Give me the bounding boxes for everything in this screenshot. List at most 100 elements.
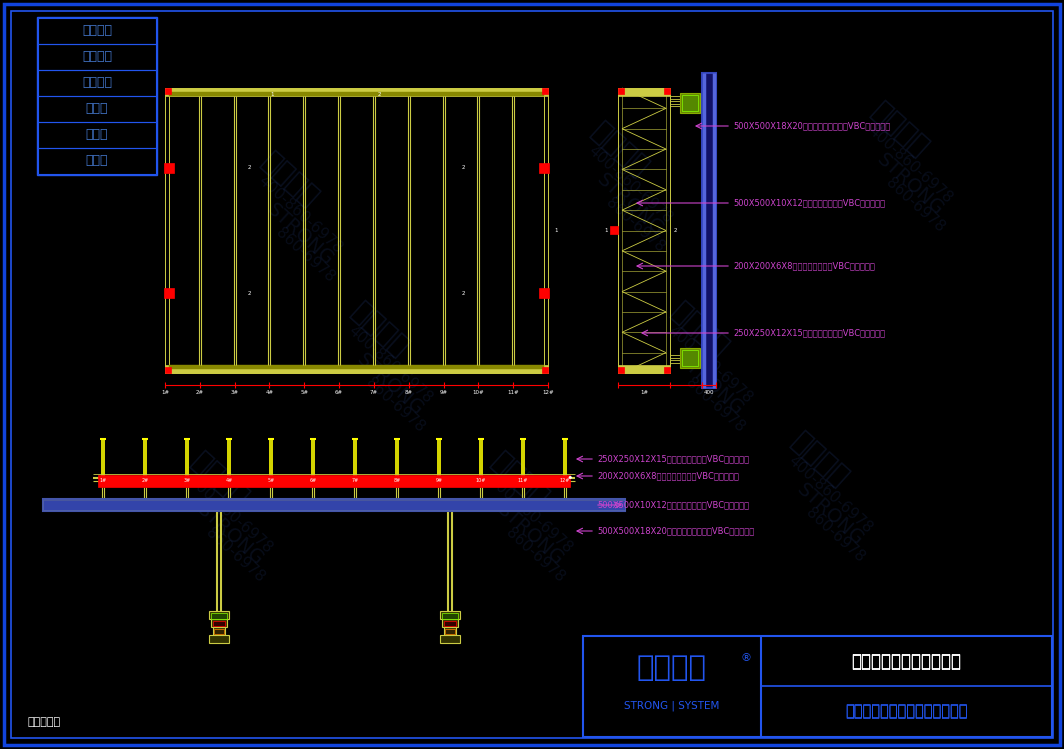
Text: 大跨度: 大跨度 [86,103,109,115]
Text: 5#: 5# [300,390,309,395]
Text: 400-860-6978: 400-860-6978 [485,473,575,557]
Text: STRONG: STRONG [353,351,427,419]
Bar [444,621,455,626]
Bar [37,17,157,175]
Text: 860-6978: 860-6978 [603,195,667,255]
Text: 1#: 1# [99,479,106,484]
Text: 5#: 5# [267,479,275,484]
Text: 200X200X6X8十型精制锂型材（VBC航天涂层）: 200X200X6X8十型精制锂型材（VBC航天涂层） [733,261,875,270]
Text: 2: 2 [248,291,251,296]
Bar [165,88,548,373]
Bar [209,611,229,619]
Text: 860-6978: 860-6978 [802,505,867,565]
Text: 500X500X18X20内十型精制锂型材（VBC航天涂层）: 500X500X18X20内十型精制锂型材（VBC航天涂层） [733,121,891,130]
Bar [664,367,670,373]
Text: 250X250X12X15十型精制锂型材（VBC航天涂层）: 250X250X12X15十型精制锂型材（VBC航天涂层） [597,455,749,464]
Text: 2: 2 [248,166,251,170]
Bar [169,92,544,96]
Text: 1#: 1# [639,390,648,395]
Text: 1: 1 [270,91,275,97]
Bar [165,88,548,96]
Bar [211,619,227,627]
Text: 2: 2 [462,166,465,170]
Bar [542,88,548,94]
Text: 860-6978: 860-6978 [272,225,337,285]
Bar [680,348,700,368]
Text: STRONG: STRONG [793,480,867,550]
Text: STRONG: STRONG [672,351,747,419]
Text: 江苏石化基地精制锂雨棚: 江苏石化基地精制锂雨棚 [851,653,961,671]
Text: 500X500X10X12十型精制锂型材（VBC航天涂层）: 500X500X10X12十型精制锂型材（VBC航天涂层） [733,198,885,207]
Text: 9#: 9# [439,390,448,395]
Text: 2: 2 [462,291,465,296]
Bar [164,163,174,173]
Bar [664,88,670,94]
Bar [213,627,225,635]
Bar [610,226,618,234]
Bar [682,350,698,366]
Text: 400-860-6978: 400-860-6978 [585,143,675,227]
Text: 860-6978: 860-6978 [363,375,428,435]
Text: 西创系统: 西创系统 [486,447,554,512]
Bar [38,122,156,148]
Text: 7#: 7# [370,390,378,395]
Text: 1: 1 [554,228,558,233]
Text: 2: 2 [674,228,677,232]
Text: 400: 400 [703,390,714,395]
Bar [209,635,229,643]
Bar [38,96,156,122]
Text: STRONG: STRONG [872,151,947,219]
Text: ®: ® [741,653,751,663]
Text: 1: 1 [604,228,608,232]
Text: 西创系统: 西创系统 [786,428,854,493]
Bar [442,619,458,627]
Text: 西创系统: 西创系统 [186,447,254,512]
Text: 4#: 4# [226,479,233,484]
Bar [622,88,666,373]
Bar [618,367,624,373]
Text: 860-6978: 860-6978 [503,525,567,585]
Bar [439,611,460,619]
Text: 西创金属科技（江苏）有限公司: 西创金属科技（江苏）有限公司 [845,705,967,720]
Text: 500X500X18X20内十型精制锂型材（VBC航天涂层）: 500X500X18X20内十型精制锂型材（VBC航天涂层） [597,527,754,536]
Text: 江苏石化基地精制锂雨棚: 江苏石化基地精制锂雨棚 [851,652,962,670]
Text: STRONG: STRONG [493,500,567,570]
Text: 11#: 11# [508,390,519,395]
Bar [165,88,171,94]
Bar [680,93,700,113]
Bar [539,163,549,173]
Text: 西创系统: 西创系统 [866,97,934,163]
Bar [213,621,225,626]
Bar [211,613,227,619]
Bar [38,44,156,70]
Text: 西创金属科技（江苏）有限公司: 西创金属科技（江苏）有限公司 [845,703,968,718]
Text: STRONG | SYSTEM: STRONG | SYSTEM [625,701,719,712]
Bar [98,475,570,487]
Text: 7#: 7# [351,479,359,484]
Text: 大通透: 大通透 [86,129,109,142]
Text: STRONG: STRONG [193,500,267,570]
Bar [618,88,670,373]
Text: 环保节能: 环保节能 [82,50,112,64]
Text: 1#: 1# [161,390,169,395]
Text: 200X200X6X8十型精制锂型材（VBC航天涂层）: 200X200X6X8十型精制锂型材（VBC航天涂层） [597,472,738,481]
Bar [43,500,625,510]
Text: 8#: 8# [394,479,401,484]
Bar [618,88,624,94]
Bar [43,499,625,511]
Text: 西创系统: 西创系统 [586,118,654,183]
Text: 2: 2 [378,91,381,97]
Text: STRONG: STRONG [593,170,667,240]
Bar [38,18,156,44]
Bar [618,365,670,373]
Text: 9#: 9# [435,479,443,484]
Bar [444,627,455,635]
Bar [169,365,544,369]
Text: 860-6978: 860-6978 [883,175,947,235]
Text: 西创系统: 西创系统 [346,297,414,363]
Bar [38,148,156,174]
Text: 西创系统: 西创系统 [666,297,734,363]
Text: 安全防火: 安全防火 [82,25,112,37]
Text: 2#: 2# [142,479,149,484]
Text: 250X250X12X15十型精制锂型材（VBC航天涂层）: 250X250X12X15十型精制锂型材（VBC航天涂层） [733,329,885,338]
